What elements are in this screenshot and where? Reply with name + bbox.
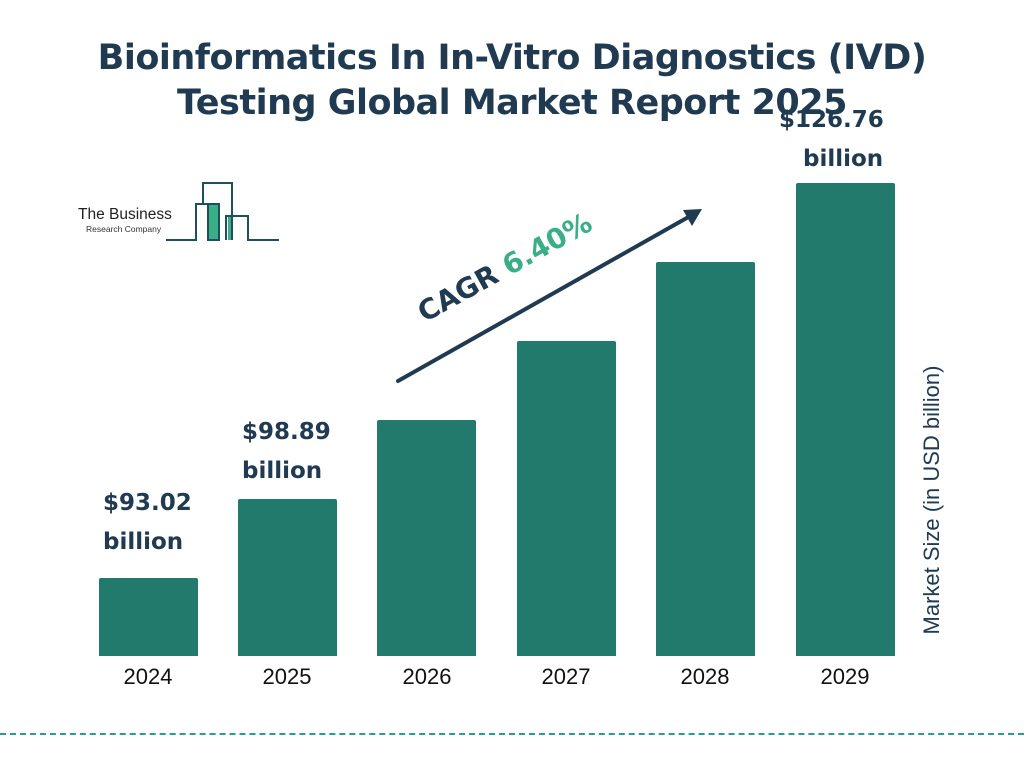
cagr-value: 6.40% bbox=[496, 205, 598, 282]
cagr-annotation: CAGR6.40% bbox=[412, 206, 598, 329]
title-line-1: Bioinformatics In In-Vitro Diagnostics (… bbox=[97, 38, 927, 78]
logo-text-sub: Research Company bbox=[86, 224, 162, 234]
bar-2027 bbox=[517, 341, 616, 656]
x-tick-2024: 2024 bbox=[123, 664, 173, 689]
y-axis-label: Market Size (in USD billion) bbox=[919, 365, 944, 635]
bar-2028 bbox=[656, 262, 755, 656]
cagr-label: CAGR bbox=[412, 257, 504, 329]
title-line-2: Testing Global Market Report 2025 bbox=[177, 83, 847, 123]
x-tick-2025: 2025 bbox=[262, 664, 312, 689]
x-tick-2026: 2026 bbox=[402, 664, 452, 689]
logo-buildings-icon bbox=[166, 182, 279, 241]
company-logo: The Business Research Company bbox=[78, 182, 283, 244]
bar-2029 bbox=[796, 183, 895, 656]
x-tick-2027: 2027 bbox=[541, 664, 591, 689]
bar-2024 bbox=[99, 578, 198, 656]
bar-2026 bbox=[377, 420, 476, 656]
logo-text-main: The Business bbox=[78, 206, 172, 223]
x-tick-2029: 2029 bbox=[820, 664, 870, 689]
value-label-2025: $98.89 billion bbox=[242, 419, 331, 484]
chart-title: Bioinformatics In In-Vitro Diagnostics (… bbox=[0, 36, 1024, 126]
value-label-2029: $126.76 billion bbox=[779, 107, 884, 172]
footer-divider bbox=[0, 733, 1024, 735]
value-label-2024: $93.02 billion bbox=[103, 490, 192, 555]
bar-2025 bbox=[238, 499, 337, 656]
x-tick-2028: 2028 bbox=[680, 664, 730, 689]
